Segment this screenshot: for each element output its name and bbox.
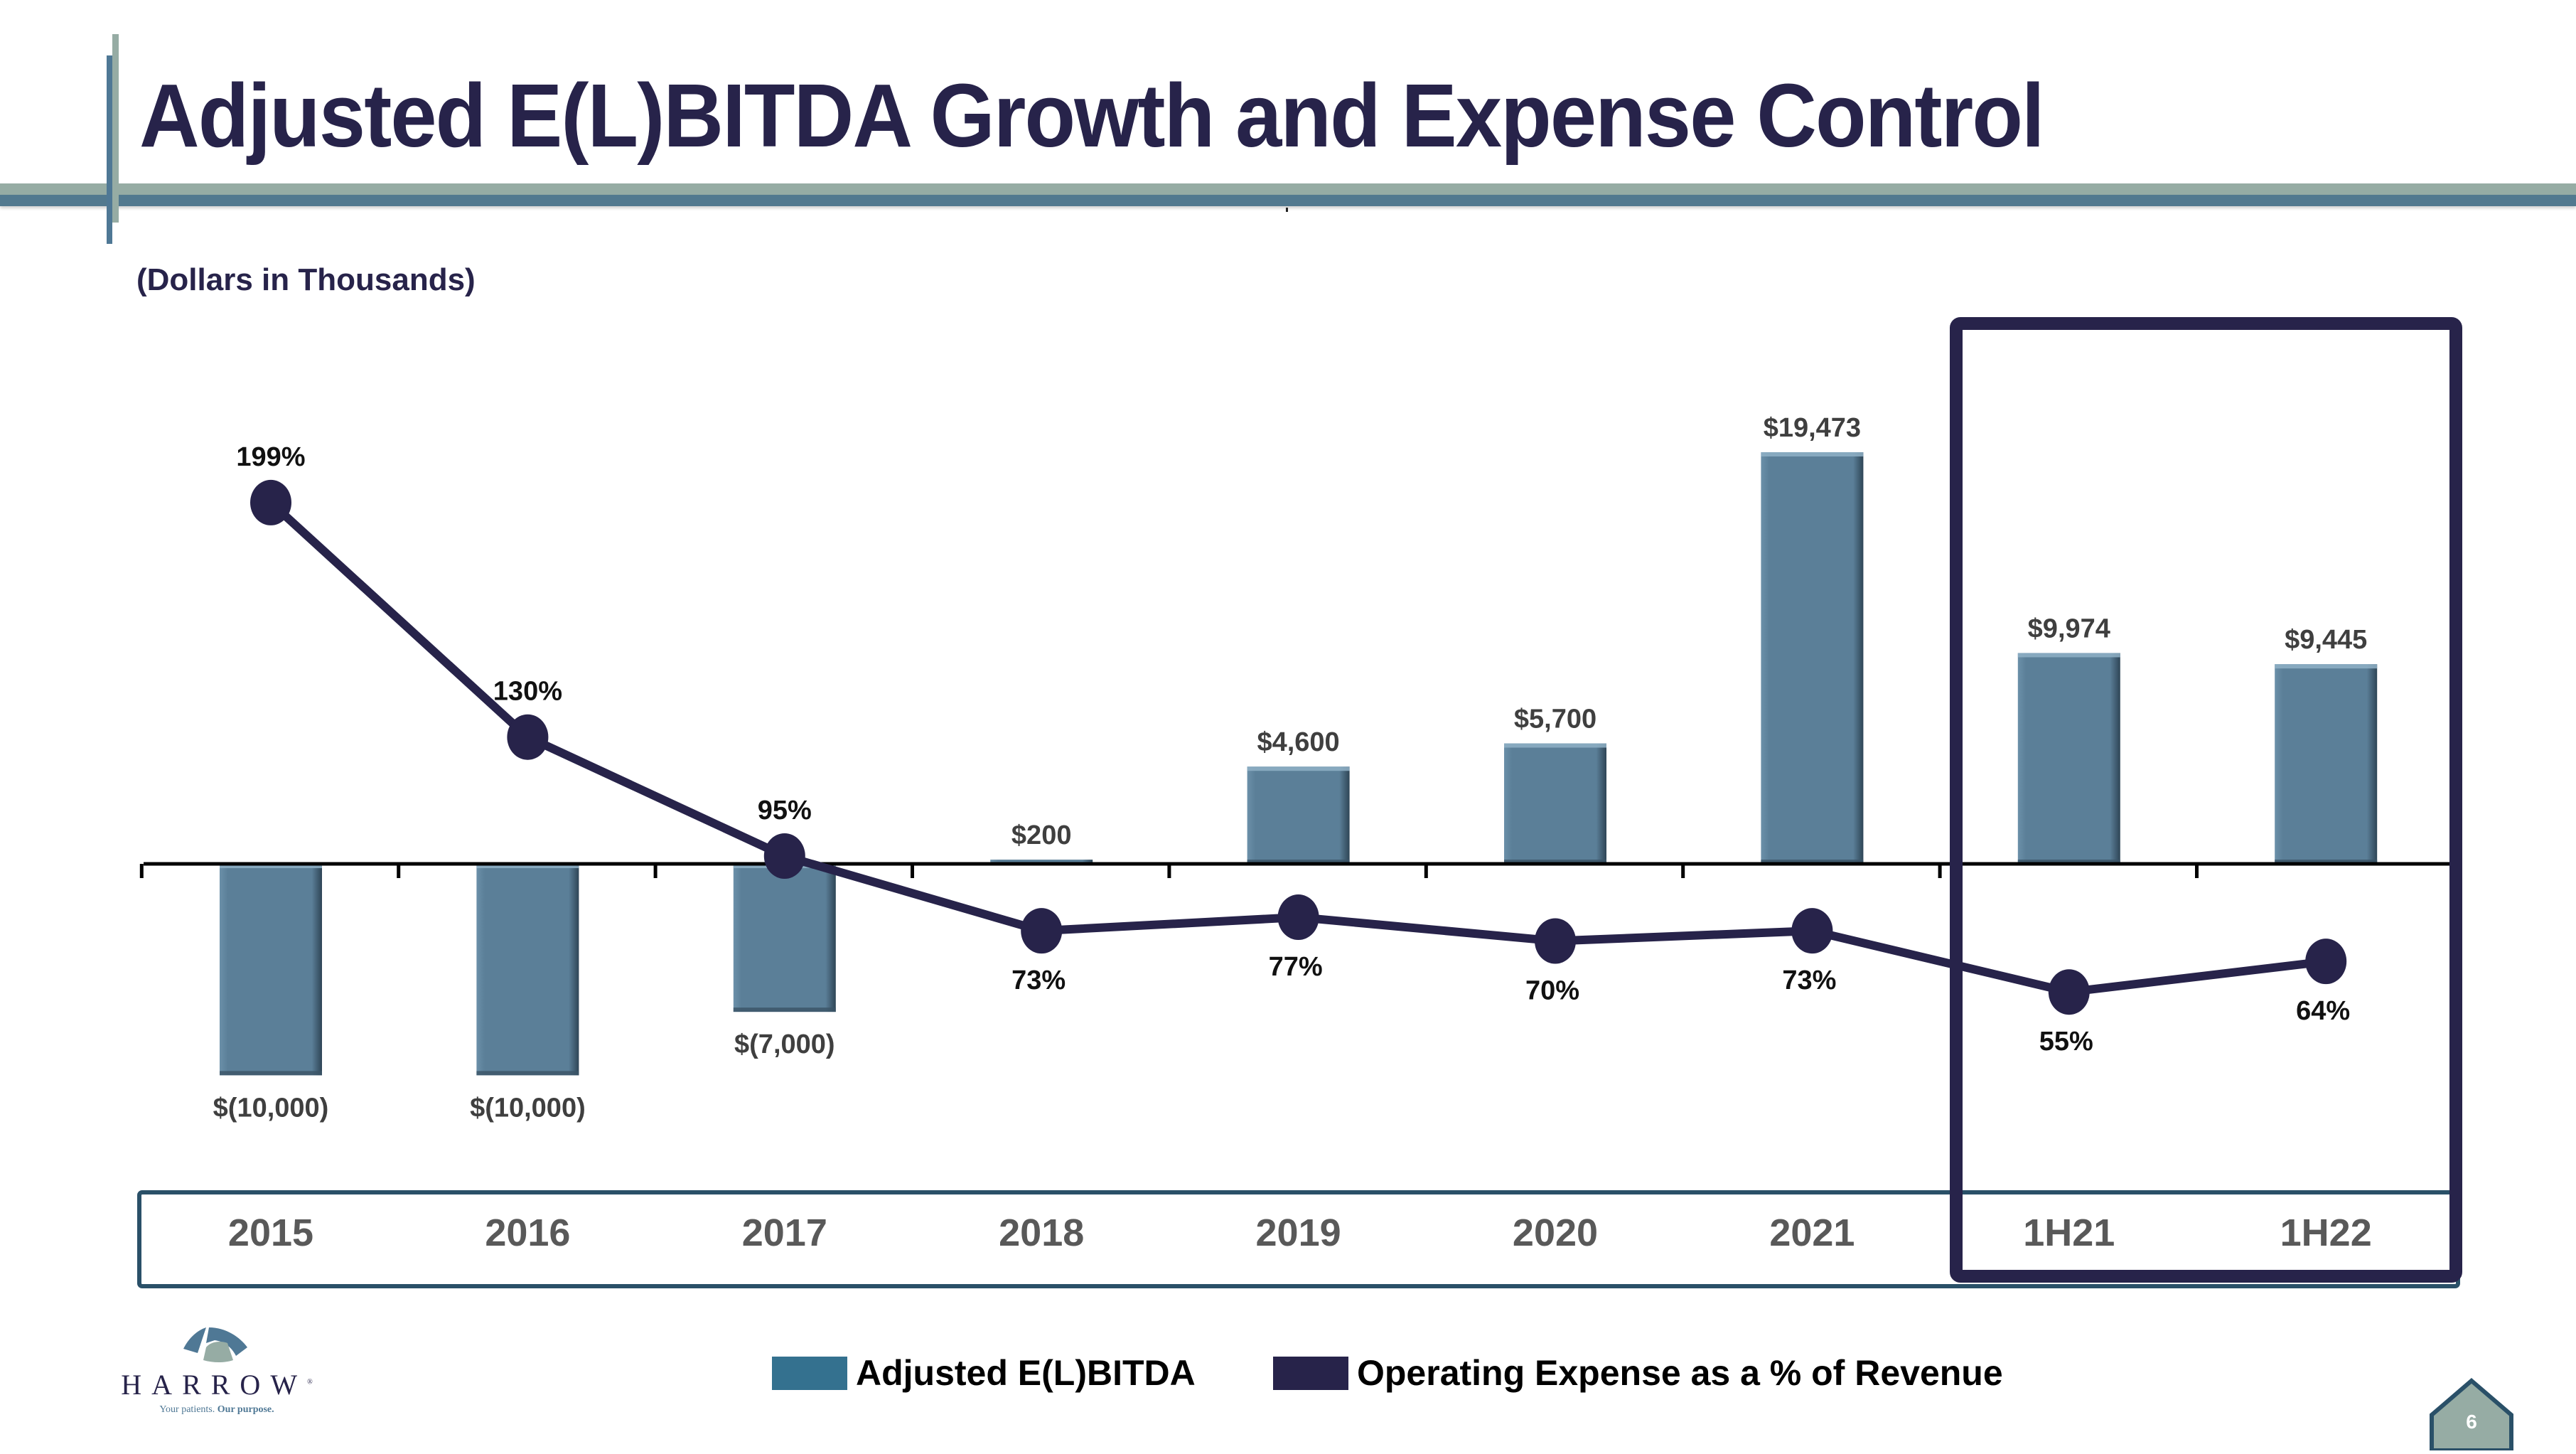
harrow-logo: HARROW® Your patients. Our purpose. <box>121 1319 313 1415</box>
registered-mark: ® <box>307 1378 313 1386</box>
bar-2021 <box>1761 452 1864 864</box>
category-label-2018: 2018 <box>999 1212 1084 1254</box>
header-accent-bar-dark <box>107 55 112 244</box>
bar-value-label: $200 <box>1011 820 1072 850</box>
stray-mark <box>1286 208 1288 212</box>
tagline-regular: Your patients. <box>159 1404 215 1415</box>
opex-value-label: 64% <box>2296 996 2350 1026</box>
bar-body <box>220 864 322 1076</box>
category-label-2019: 2019 <box>1256 1212 1341 1254</box>
page-number-badge: 6 <box>2429 1378 2514 1453</box>
bar-body <box>1504 743 1606 864</box>
bar-value-label: $(7,000) <box>734 1030 835 1059</box>
bar-top-bevel <box>1504 743 1606 748</box>
opex-value-label: 95% <box>758 796 812 825</box>
legend-item-opex: Operating Expense as a % of Revenue <box>1273 1355 2003 1391</box>
bar-value-label: $5,700 <box>1514 705 1596 734</box>
bar-body <box>733 864 836 1012</box>
bar-1H21 <box>2017 653 2120 864</box>
bar-body <box>2275 664 2378 864</box>
bar-body <box>1247 766 1350 864</box>
bar-value-label: $9,974 <box>2028 614 2110 643</box>
opex-marker-2017 <box>763 833 805 879</box>
bar-2017 <box>733 864 836 1012</box>
opex-value-label: 70% <box>1525 976 1579 1006</box>
brand-tagline: Your patients. Our purpose. <box>121 1405 313 1415</box>
category-label-2017: 2017 <box>742 1212 827 1254</box>
bar-2016 <box>476 864 579 1076</box>
bar-value-label: $(10,000) <box>213 1093 329 1123</box>
opex-value-label: 73% <box>1011 966 1066 995</box>
bar-bottom-bevel <box>220 1071 322 1076</box>
bar-value-label: $4,600 <box>1257 727 1339 757</box>
opex-marker-2016 <box>507 714 549 760</box>
units-subtitle: (Dollars in Thousands) <box>136 262 476 297</box>
harrow-eye-icon <box>183 1327 247 1362</box>
bar-bottom-bevel <box>1247 860 1350 864</box>
bar-top-bevel <box>1761 452 1864 456</box>
bar-value-label: $9,445 <box>2285 625 2367 655</box>
bar-body <box>476 864 579 1076</box>
bar-top-bevel <box>1247 766 1350 771</box>
opex-marker-2015 <box>250 479 291 525</box>
bar-value-label: $(10,000) <box>470 1093 586 1123</box>
bar-bottom-bevel <box>476 1071 579 1076</box>
legend-label-opex: Operating Expense as a % of Revenue <box>1357 1353 2003 1393</box>
bar-bottom-bevel <box>2275 860 2378 864</box>
bar-top-bevel <box>2017 653 2120 658</box>
bar-2018 <box>990 860 1093 864</box>
legend-item-ebitda: Adjusted E(L)BITDA <box>772 1355 1196 1391</box>
category-label-2016: 2016 <box>485 1212 570 1254</box>
opex-marker-1H21 <box>2048 969 2090 1015</box>
opex-value-label: 55% <box>2039 1027 2093 1057</box>
bar-bottom-bevel <box>2017 860 2120 864</box>
opex-value-label: 130% <box>493 677 562 707</box>
bar-top-bevel <box>476 864 579 868</box>
category-label-2020: 2020 <box>1513 1212 1598 1254</box>
opex-value-label: 199% <box>236 442 305 472</box>
opex-marker-2021 <box>1791 908 1833 954</box>
header-rule-dark <box>0 195 2576 206</box>
legend-swatch-bar <box>772 1356 847 1390</box>
bar-top-bevel <box>2275 664 2378 669</box>
bar-body <box>990 860 1093 864</box>
bar-2020 <box>1504 743 1606 864</box>
category-label-2021: 2021 <box>1769 1212 1855 1254</box>
tagline-bold: Our purpose. <box>217 1404 274 1415</box>
brand-wordmark: HARROW® <box>121 1371 313 1399</box>
opex-value-label: 73% <box>1782 966 1836 995</box>
bar-2019 <box>1247 766 1350 864</box>
opex-value-label: 77% <box>1269 952 1323 982</box>
opex-marker-2018 <box>1021 908 1063 954</box>
brand-name: HARROW <box>121 1369 308 1401</box>
highlight-box <box>1950 317 2462 1283</box>
slide-title: Adjusted E(L)BITDA Growth and Expense Co… <box>139 65 2045 166</box>
opex-marker-2020 <box>1535 918 1576 964</box>
bar-bottom-bevel <box>1504 860 1606 864</box>
header-accent-bar-light <box>112 34 119 223</box>
opex-marker-2019 <box>1277 894 1319 941</box>
bar-value-label: $19,473 <box>1764 413 1861 443</box>
header-rule-light <box>0 183 2576 195</box>
bar-top-bevel <box>220 864 322 868</box>
category-label-1H21: 1H21 <box>2023 1212 2115 1254</box>
bar-bottom-bevel <box>733 1007 836 1012</box>
legend-swatch-line <box>1273 1356 1348 1390</box>
bar-1H22 <box>2275 664 2378 864</box>
bar-body <box>2017 653 2120 864</box>
bar-body <box>1761 452 1864 864</box>
bar-2015 <box>220 864 322 1076</box>
bar-bottom-bevel <box>1761 860 1864 864</box>
opex-marker-1H22 <box>2305 939 2347 985</box>
category-label-2015: 2015 <box>228 1212 313 1254</box>
legend-label-ebitda: Adjusted E(L)BITDA <box>856 1353 1196 1393</box>
page-number: 6 <box>2466 1411 2477 1433</box>
category-label-1H22: 1H22 <box>2280 1212 2372 1254</box>
